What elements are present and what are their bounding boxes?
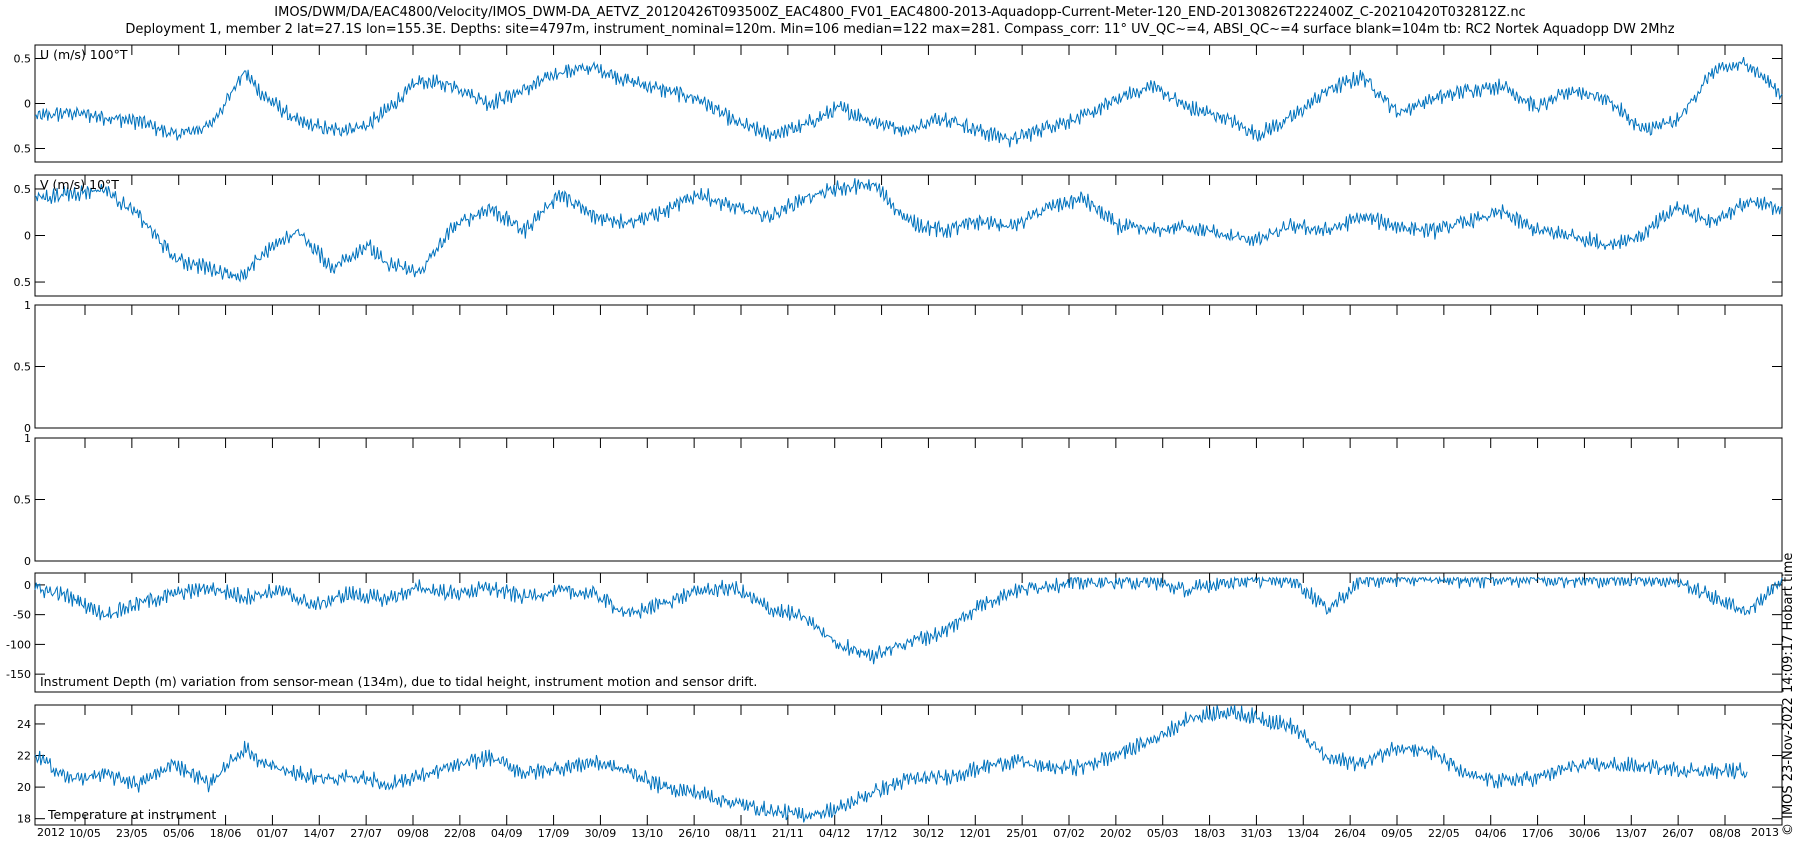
x-tick-label-4: 01/07 (257, 827, 289, 840)
chart-title: IMOS/DWM/DA/EAC4800/Velocity/IMOS_DWM-DA… (274, 5, 1526, 20)
panel-2-ytick-label-1: 0.5 (14, 361, 32, 374)
panel-1-ytick-label-2: 0.5 (14, 276, 32, 289)
panel-5-ytick-label-0: 24 (17, 718, 31, 731)
x-tick-label-17: 17/12 (866, 827, 898, 840)
x-tick-label-28: 09/05 (1381, 827, 1413, 840)
x-tick-label-3: 18/06 (210, 827, 242, 840)
panel-5-ytick-label-1: 22 (17, 750, 31, 763)
x-tick-label-22: 20/02 (1100, 827, 1132, 840)
x-tick-label-18: 30/12 (913, 827, 945, 840)
x-tick-label-5: 14/07 (303, 827, 335, 840)
x-tick-label-0: 10/05 (69, 827, 101, 840)
x-tick-label-14: 08/11 (725, 827, 757, 840)
panel-0-ytick-label-0: 0.5 (14, 53, 32, 66)
x-tick-label-29: 22/05 (1428, 827, 1460, 840)
panel-1-ytick-label-0: 0.5 (14, 183, 32, 196)
panel-4-ytick-label-0: 0 (24, 579, 31, 592)
panel-4-ytick-label-2: -100 (6, 638, 31, 651)
panel-3-ytick-label-0: 1 (24, 432, 31, 445)
x-tick-label-15: 21/11 (772, 827, 804, 840)
panel-2-ytick-label-0: 1 (24, 299, 31, 312)
x-tick-label-27: 26/04 (1334, 827, 1366, 840)
panel-0-frame (34, 44, 1783, 163)
x-year-label-start: 2012 (37, 826, 65, 839)
x-tick-label-19: 12/01 (959, 827, 991, 840)
x-tick-label-11: 30/09 (585, 827, 617, 840)
panel-2-frame (34, 304, 1783, 429)
panel-4-ytick-label-3: -150 (6, 668, 31, 681)
x-tick-label-34: 26/07 (1662, 827, 1694, 840)
panel-1-ytick-label-1: 0 (24, 230, 31, 243)
x-tick-label-23: 05/03 (1147, 827, 1179, 840)
panel-5-series-line (34, 704, 1748, 823)
chart-subtitle: Deployment 1, member 2 lat=27.1S lon=155… (125, 22, 1675, 37)
x-tick-label-20: 25/01 (1006, 827, 1038, 840)
panel-5-frame (34, 704, 1783, 826)
panel-0-series-line (34, 56, 1783, 148)
panel-2-ytick-label-2: 0 (24, 422, 31, 435)
panel-3-ytick-label-2: 0 (24, 555, 31, 568)
panel-0-ytick-label-1: 0 (24, 98, 31, 111)
x-tick-label-30: 04/06 (1475, 827, 1507, 840)
x-tick-label-9: 04/09 (491, 827, 523, 840)
panel-0-label: U (m/s) 100°T (40, 47, 128, 62)
panel-1-label: V (m/s) 10°T (40, 177, 119, 192)
x-tick-label-10: 17/09 (538, 827, 570, 840)
panel-4-label: Instrument Depth (m) variation from sens… (40, 674, 757, 689)
x-tick-label-32: 30/06 (1569, 827, 1601, 840)
panel-5-ytick-label-3: 18 (17, 813, 31, 826)
panel-5-label: Temperature at instrument (47, 807, 216, 822)
x-year-label-end: 2013 (1751, 826, 1779, 839)
x-tick-label-25: 31/03 (1241, 827, 1273, 840)
copyright-credit: © IMOS 23-Nov-2022 14:09:17 Hobart time (1781, 552, 1796, 836)
x-tick-label-6: 27/07 (350, 827, 382, 840)
x-tick-label-31: 17/06 (1522, 827, 1554, 840)
x-tick-label-2: 05/06 (163, 827, 195, 840)
x-tick-label-8: 22/08 (444, 827, 476, 840)
panel-3-ytick-label-1: 0.5 (14, 494, 32, 507)
panel-3-frame (34, 437, 1783, 562)
x-tick-label-35: 08/08 (1709, 827, 1741, 840)
panel-0-ytick-label-2: 0.5 (14, 143, 32, 156)
panel-1-series-line (34, 178, 1783, 283)
x-tick-label-33: 13/07 (1615, 827, 1647, 840)
x-tick-label-12: 13/10 (631, 827, 663, 840)
x-tick-label-21: 07/02 (1053, 827, 1085, 840)
x-tick-label-26: 13/04 (1287, 827, 1319, 840)
x-tick-label-1: 23/05 (116, 827, 148, 840)
x-tick-label-24: 18/03 (1194, 827, 1226, 840)
x-tick-label-13: 26/10 (678, 827, 710, 840)
panel-1-frame (34, 174, 1783, 297)
panel-5-ytick-label-2: 20 (17, 781, 31, 794)
x-tick-label-16: 04/12 (819, 827, 851, 840)
panel-4-frame (34, 572, 1783, 693)
x-tick-label-7: 09/08 (397, 827, 429, 840)
panel-4-series-line (34, 575, 1783, 665)
panel-4-ytick-label-1: -50 (13, 609, 31, 622)
